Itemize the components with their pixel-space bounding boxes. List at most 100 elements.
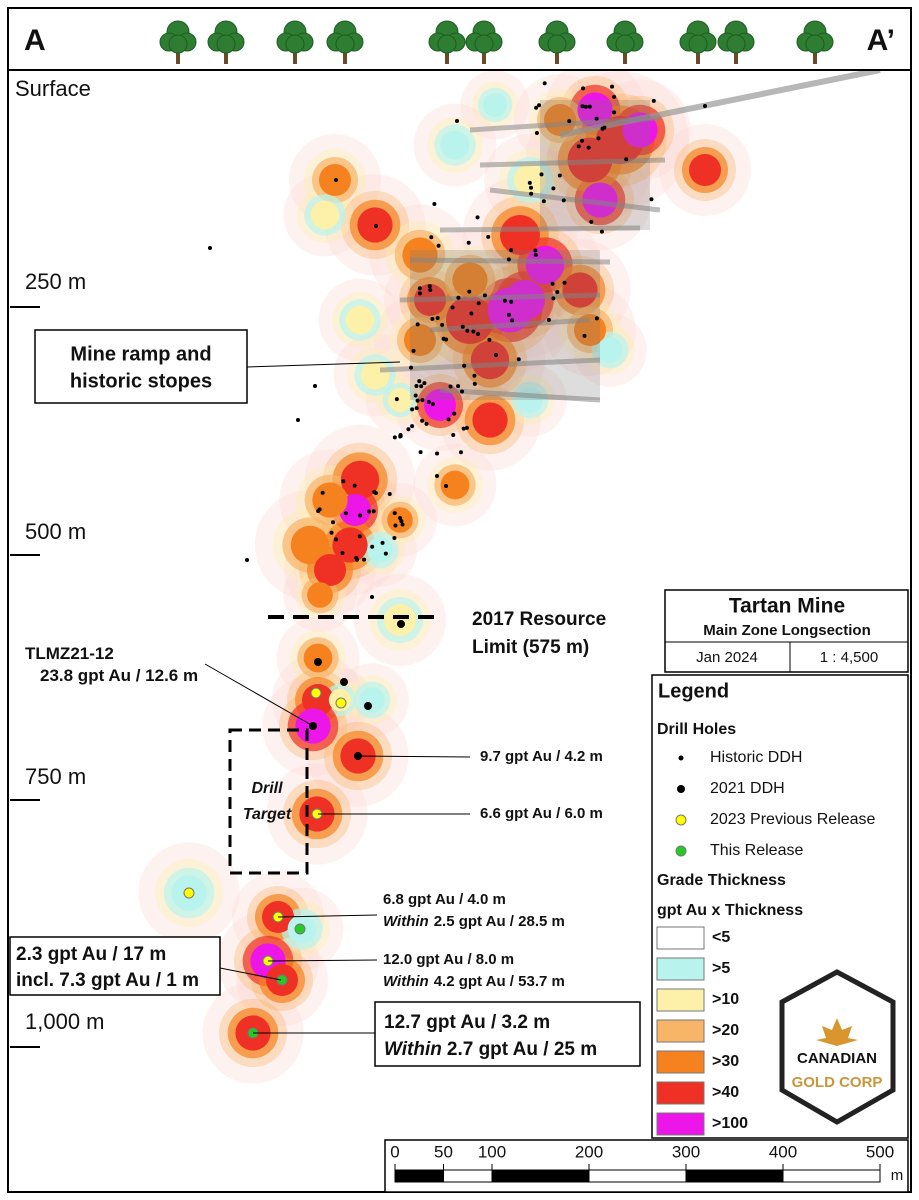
drill-target [228, 728, 309, 875]
grade-core [514, 164, 546, 196]
scale-label: 50 [434, 1142, 453, 1161]
historic-ddh [435, 474, 439, 478]
historic-ddh [340, 551, 345, 556]
stope [540, 100, 650, 230]
historic-ddh [371, 509, 376, 514]
grade-core [345, 305, 375, 335]
intercept-value: 2.5 gpt Au / 28.5 m [434, 913, 565, 930]
historic-ddh [486, 234, 491, 239]
section-end-left: A [24, 24, 46, 57]
historic-ddh [410, 424, 415, 429]
grade-core [446, 296, 494, 344]
historic-ddh [596, 136, 601, 141]
historic-ddh [546, 317, 551, 322]
grade-core [402, 237, 438, 273]
historic-ddh [436, 243, 441, 248]
historic-ddh [587, 104, 592, 109]
tree-crown [474, 34, 494, 54]
grade-core [470, 340, 510, 380]
historic-ddh [703, 104, 707, 108]
tree-crown [437, 34, 457, 54]
intercept-text: Within 2.5 gpt Au / 28.5 m [383, 913, 565, 930]
ddh-2021 [364, 702, 372, 710]
grade-core [440, 470, 470, 500]
historic-ddh [534, 105, 539, 110]
scale-label: 0 [390, 1142, 399, 1161]
historic-ddh [400, 522, 405, 527]
legend-heading: Drill Holes [657, 721, 736, 738]
historic-ddh [414, 383, 419, 388]
historic-ddh [537, 103, 542, 108]
scale-segment [443, 1169, 493, 1183]
historic-ddh [551, 296, 556, 301]
historic-ddh [460, 389, 465, 394]
hole-this-release [294, 923, 306, 935]
historic-ddh [583, 104, 588, 109]
historic-ddh [313, 384, 317, 388]
historic-ddh [516, 357, 521, 362]
historic-ddh [426, 400, 431, 405]
ramp [559, 67, 881, 138]
callout-box [34, 329, 248, 404]
historic-ddh [417, 286, 422, 291]
historic-ddh [409, 365, 414, 370]
historic-ddh [357, 534, 362, 539]
historic-ddh [533, 248, 538, 253]
tree-crown [547, 34, 567, 54]
legend-swatch [656, 1019, 705, 1043]
historic-ddh [415, 322, 420, 327]
historic-ddh [450, 305, 455, 310]
date: Jan 2024 [696, 649, 758, 666]
tree-crown [216, 34, 236, 54]
ramp [479, 157, 666, 168]
legend-swatch [656, 988, 705, 1012]
historic-ddh [414, 406, 419, 411]
historic-ddh [362, 557, 367, 562]
historic-ddh [612, 94, 617, 99]
intercept-value: 23.8 gpt Au / 12.6 m [40, 666, 198, 685]
historic-ddh [528, 185, 533, 190]
historic-ddh [440, 322, 445, 327]
logo-shield [779, 969, 896, 1125]
intercept-value: 2.7 gpt Au / 25 m [447, 1039, 597, 1060]
historic-ddh [458, 450, 463, 455]
historic-ddh [509, 248, 514, 253]
historic-ddh [452, 411, 457, 416]
historic-ddh [456, 295, 461, 300]
grade-core [582, 182, 618, 218]
historic-ddh [539, 172, 544, 177]
intercept-text: 12.0 gpt Au / 8.0 m [383, 951, 514, 968]
grade-core [500, 215, 540, 255]
historic-ddh [580, 104, 585, 109]
scale-label: 200 [575, 1142, 603, 1161]
historic-ddh [561, 198, 566, 203]
intercept-value: 9.7 gpt Au / 4.2 m [480, 748, 603, 765]
legend-marker [675, 845, 687, 857]
depth-label: 1,000 m [25, 1009, 105, 1034]
historic-ddh [331, 520, 336, 525]
grade-core [689, 154, 721, 186]
historic-ddh [418, 450, 423, 455]
historic-ddh [420, 398, 425, 403]
historic-ddh [380, 540, 385, 545]
intercept-text: 6.6 gpt Au / 6.0 m [480, 805, 603, 822]
grade-core [404, 324, 436, 356]
callout-text: Mine ramp and [70, 343, 211, 365]
historic-ddh [602, 125, 607, 130]
hole-2023 [335, 697, 347, 709]
intercept-text: incl. 7.3 gpt Au / 1 m [16, 970, 199, 991]
depth-label: 750 m [25, 764, 86, 789]
scale-segment [491, 1169, 590, 1183]
tree-trunk [482, 48, 486, 64]
intercept-text: 9.7 gpt Au / 4.2 m [480, 748, 603, 765]
historic-ddh [541, 199, 546, 204]
legend-label: >10 [712, 991, 739, 1008]
historic-ddh [398, 433, 403, 438]
tree-trunk [343, 48, 347, 64]
historic-ddh [383, 551, 388, 556]
historic-ddh [465, 328, 470, 333]
tree-crown [805, 34, 825, 54]
intercept-box [9, 936, 221, 996]
scale-label: 100 [478, 1142, 506, 1161]
